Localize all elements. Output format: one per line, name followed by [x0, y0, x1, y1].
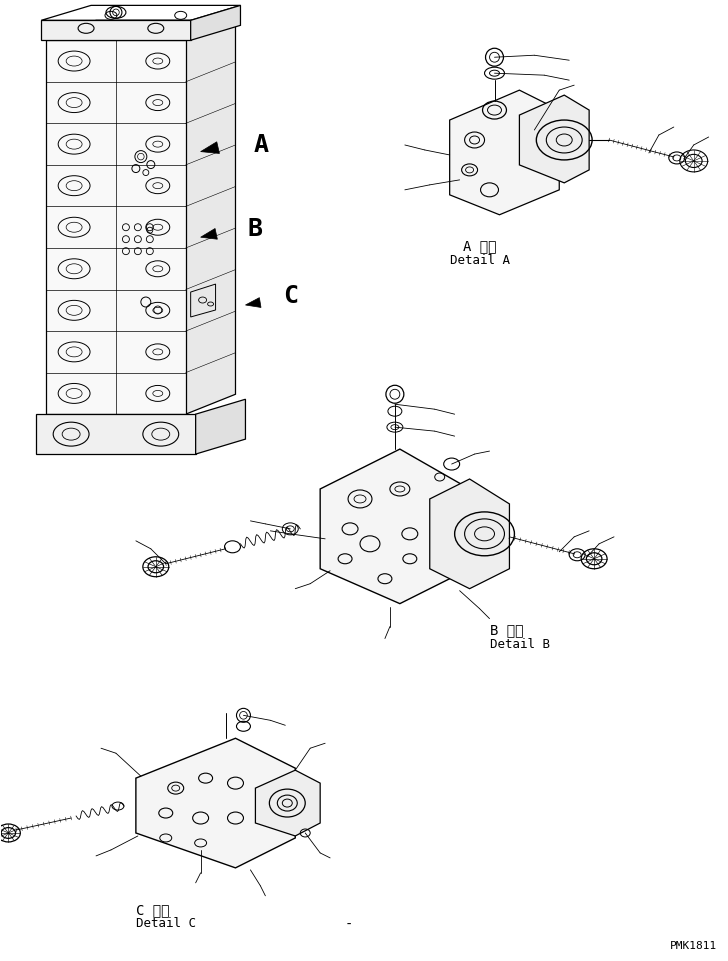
- Polygon shape: [201, 142, 219, 155]
- Polygon shape: [196, 400, 245, 455]
- Polygon shape: [46, 41, 186, 415]
- Text: A: A: [253, 133, 269, 157]
- Text: B: B: [248, 217, 263, 241]
- Text: B 詳細: B 詳細: [489, 623, 523, 637]
- Text: C 詳細: C 詳細: [136, 901, 170, 916]
- Text: Detail C: Detail C: [136, 916, 196, 928]
- Polygon shape: [46, 21, 235, 41]
- Polygon shape: [201, 230, 218, 240]
- Polygon shape: [450, 91, 559, 215]
- Polygon shape: [136, 738, 296, 868]
- Polygon shape: [36, 415, 196, 455]
- Polygon shape: [430, 480, 510, 589]
- Text: Detail A: Detail A: [450, 254, 510, 266]
- Text: A 詳細: A 詳細: [463, 239, 496, 254]
- Polygon shape: [41, 21, 191, 41]
- Polygon shape: [245, 298, 261, 308]
- Text: C: C: [283, 283, 298, 308]
- Polygon shape: [191, 7, 240, 41]
- Polygon shape: [320, 450, 470, 604]
- Text: PMK1811: PMK1811: [670, 940, 716, 949]
- Polygon shape: [256, 771, 320, 836]
- Polygon shape: [519, 96, 589, 184]
- Polygon shape: [186, 21, 235, 415]
- Text: -: -: [345, 917, 354, 931]
- Text: Detail B: Detail B: [489, 637, 550, 650]
